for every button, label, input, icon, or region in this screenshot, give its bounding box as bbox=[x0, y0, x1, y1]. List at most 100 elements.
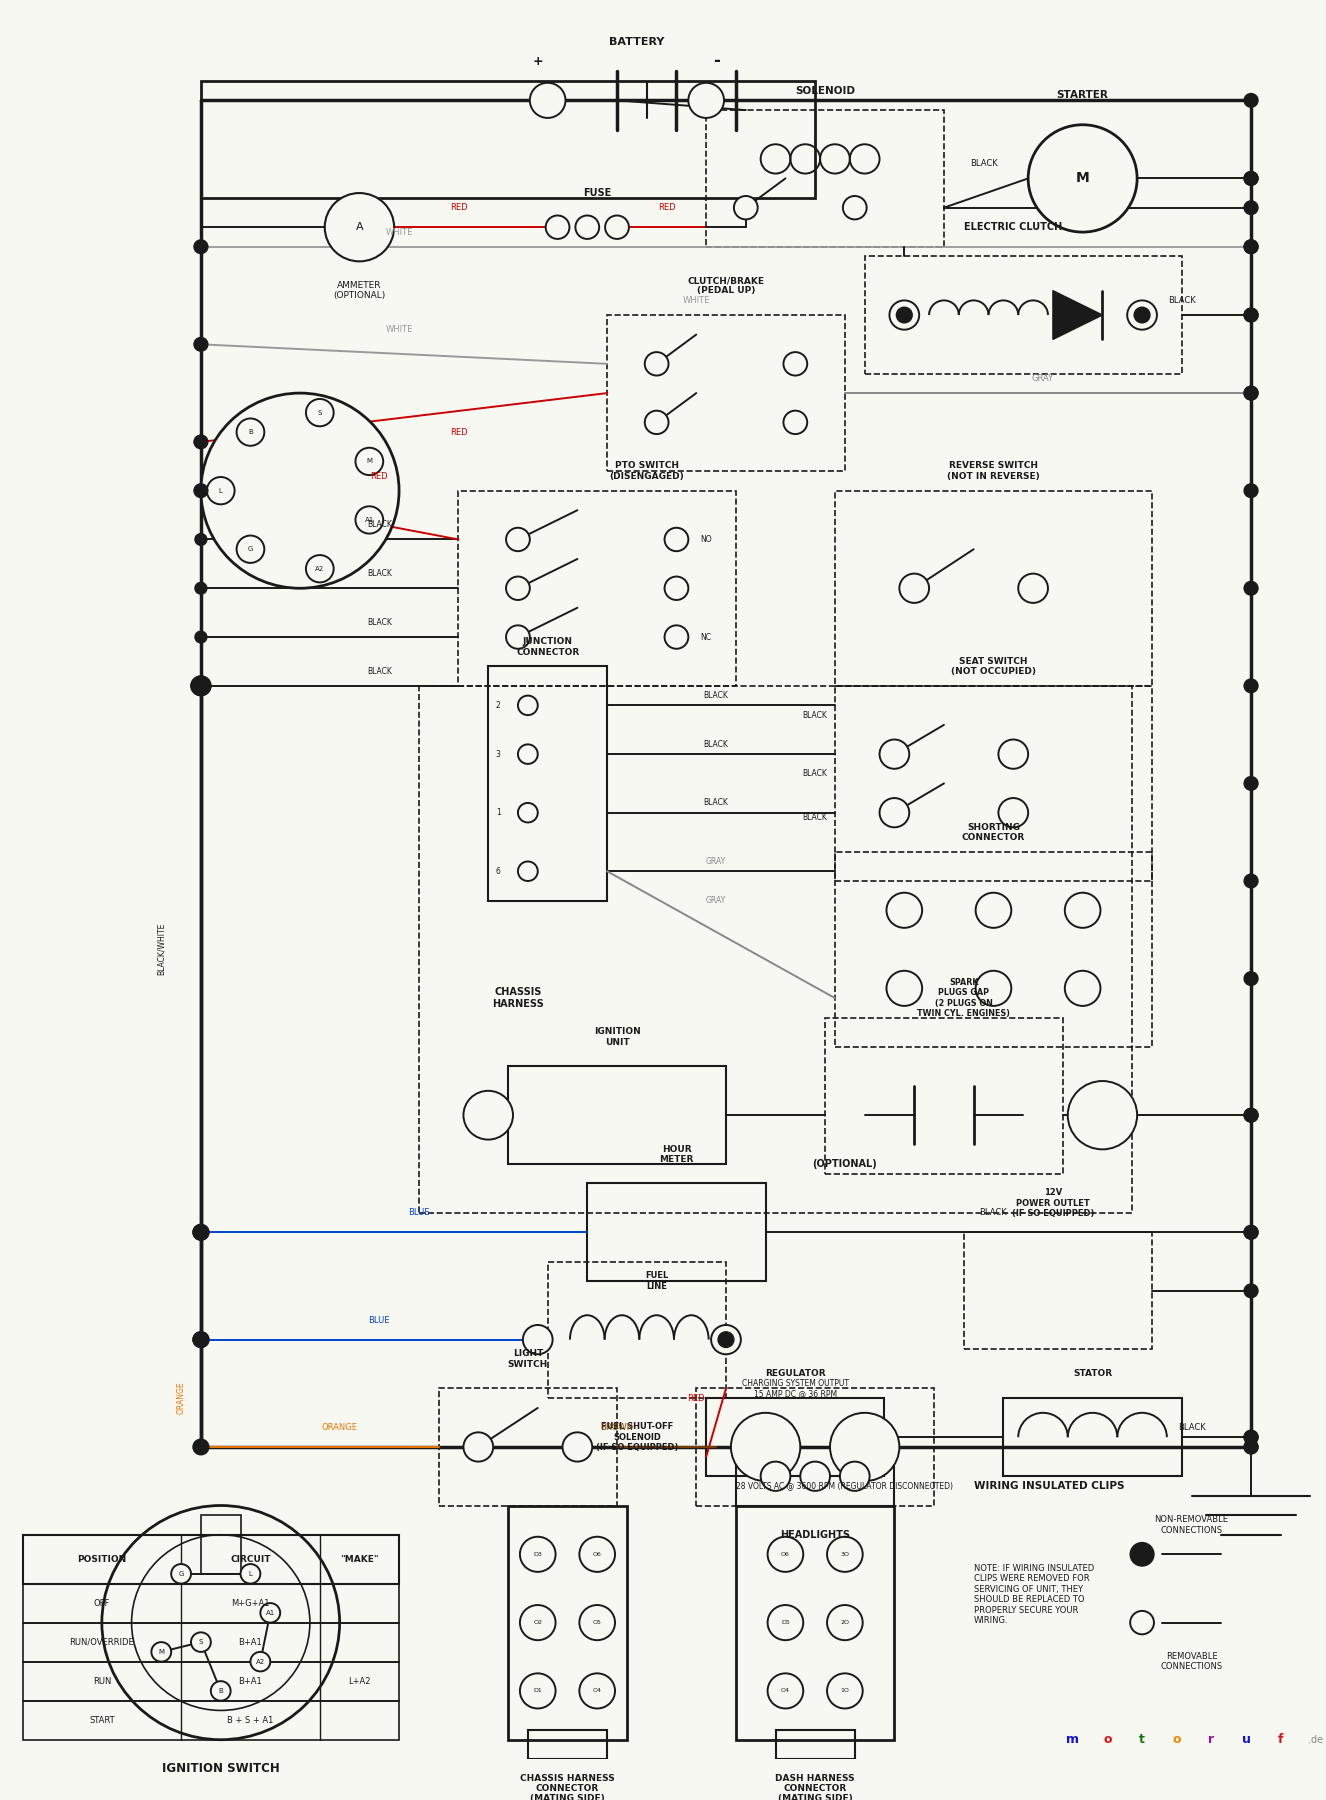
Circle shape bbox=[719, 1332, 733, 1348]
Text: 12V
POWER OUTLET
(IF SO EQUIPPED): 12V POWER OUTLET (IF SO EQUIPPED) bbox=[1012, 1188, 1094, 1219]
Circle shape bbox=[1244, 387, 1258, 400]
Text: B + S + A1: B + S + A1 bbox=[227, 1715, 273, 1724]
Text: FUEL
LINE: FUEL LINE bbox=[644, 1271, 668, 1291]
Circle shape bbox=[1244, 679, 1258, 693]
Circle shape bbox=[711, 1325, 741, 1354]
Circle shape bbox=[507, 527, 530, 551]
Bar bbox=[964, 1233, 1152, 1350]
Circle shape bbox=[896, 308, 912, 322]
Circle shape bbox=[1130, 1543, 1154, 1566]
Text: D3: D3 bbox=[533, 1552, 542, 1557]
Text: S: S bbox=[318, 410, 322, 416]
Text: BLACK: BLACK bbox=[1177, 1424, 1205, 1433]
Text: REVERSE SWITCH
(NOT IN REVERSE): REVERSE SWITCH (NOT IN REVERSE) bbox=[947, 461, 1040, 481]
Circle shape bbox=[664, 625, 688, 648]
Circle shape bbox=[194, 1332, 208, 1348]
Circle shape bbox=[579, 1537, 615, 1571]
Bar bbox=[459, 491, 736, 686]
Text: GRAY: GRAY bbox=[705, 857, 727, 866]
Circle shape bbox=[194, 1224, 208, 1240]
Polygon shape bbox=[1053, 290, 1102, 340]
Text: (OPTIONAL): (OPTIONAL) bbox=[813, 1159, 878, 1168]
Circle shape bbox=[191, 677, 211, 695]
Circle shape bbox=[530, 83, 565, 119]
Circle shape bbox=[976, 893, 1012, 927]
Circle shape bbox=[194, 337, 208, 351]
Bar bbox=[707, 1399, 884, 1476]
Text: t: t bbox=[1139, 1733, 1146, 1746]
Text: RED: RED bbox=[450, 428, 467, 437]
Bar bbox=[865, 256, 1181, 374]
Text: M+G+A1: M+G+A1 bbox=[231, 1598, 269, 1607]
Text: GRAY: GRAY bbox=[1032, 374, 1054, 383]
Circle shape bbox=[768, 1606, 804, 1640]
Bar bbox=[825, 1017, 1063, 1174]
Circle shape bbox=[579, 1674, 615, 1708]
Text: START: START bbox=[89, 1715, 114, 1724]
Text: -: - bbox=[712, 52, 720, 70]
Text: O6: O6 bbox=[593, 1552, 602, 1557]
Text: CLUTCH/BRAKE
(PEDAL UP): CLUTCH/BRAKE (PEDAL UP) bbox=[687, 275, 765, 295]
Text: SHORTING
CONNECTOR: SHORTING CONNECTOR bbox=[961, 823, 1025, 842]
Circle shape bbox=[325, 193, 394, 261]
Bar bbox=[439, 1388, 617, 1505]
Bar bbox=[776, 1730, 855, 1759]
Bar bbox=[1004, 1399, 1181, 1476]
Circle shape bbox=[1244, 484, 1258, 497]
Text: HEADLIGHTS: HEADLIGHTS bbox=[780, 1530, 850, 1539]
Text: G: G bbox=[248, 545, 253, 553]
Text: O5: O5 bbox=[593, 1620, 602, 1625]
Text: "MAKE": "MAKE" bbox=[339, 1555, 379, 1564]
Circle shape bbox=[518, 862, 538, 880]
Text: A1: A1 bbox=[365, 517, 374, 524]
Text: HOUR
METER: HOUR METER bbox=[659, 1145, 693, 1165]
Bar bbox=[23, 1622, 399, 1661]
Circle shape bbox=[843, 196, 867, 220]
Text: BLACK: BLACK bbox=[704, 740, 728, 749]
Bar bbox=[528, 1730, 607, 1759]
Circle shape bbox=[518, 745, 538, 763]
Text: BROWN: BROWN bbox=[601, 1424, 634, 1433]
Circle shape bbox=[1244, 1431, 1258, 1444]
Text: ORANGE: ORANGE bbox=[176, 1382, 186, 1415]
Circle shape bbox=[890, 301, 919, 329]
Circle shape bbox=[195, 583, 207, 594]
Text: POSITION: POSITION bbox=[77, 1555, 126, 1564]
Text: O4: O4 bbox=[593, 1688, 602, 1694]
Circle shape bbox=[1244, 776, 1258, 790]
Circle shape bbox=[761, 1462, 790, 1490]
Circle shape bbox=[1244, 308, 1258, 322]
Circle shape bbox=[194, 1440, 208, 1454]
Text: m: m bbox=[1066, 1733, 1079, 1746]
Circle shape bbox=[1244, 875, 1258, 887]
Circle shape bbox=[1244, 171, 1258, 185]
Bar bbox=[587, 1183, 765, 1282]
Text: u: u bbox=[1241, 1733, 1250, 1746]
Circle shape bbox=[194, 436, 208, 448]
Text: GRAY: GRAY bbox=[705, 896, 727, 905]
Circle shape bbox=[768, 1674, 804, 1708]
Text: o: o bbox=[1172, 1733, 1181, 1746]
Text: B: B bbox=[219, 1688, 223, 1694]
Text: .de: .de bbox=[1307, 1735, 1323, 1744]
Circle shape bbox=[306, 400, 334, 427]
Text: O4: O4 bbox=[781, 1688, 790, 1694]
Bar bbox=[707, 110, 944, 247]
Text: CHASSIS HARNESS
CONNECTOR
(MATING SIDE): CHASSIS HARNESS CONNECTOR (MATING SIDE) bbox=[520, 1773, 615, 1800]
Text: NC: NC bbox=[700, 632, 712, 641]
Circle shape bbox=[520, 1606, 556, 1640]
Circle shape bbox=[1244, 171, 1258, 185]
Circle shape bbox=[194, 484, 208, 497]
Text: 3: 3 bbox=[496, 749, 500, 758]
Text: FUEL SHUT-OFF
SOLENOID
(IF SO EQUIPPED): FUEL SHUT-OFF SOLENOID (IF SO EQUIPPED) bbox=[595, 1422, 678, 1453]
Text: BLACK: BLACK bbox=[980, 1208, 1008, 1217]
Text: A1: A1 bbox=[265, 1609, 274, 1616]
Text: BLACK: BLACK bbox=[969, 158, 997, 167]
Text: 28 VOLTS AC @ 3600 RPM (REGULATOR DISCONNECTED): 28 VOLTS AC @ 3600 RPM (REGULATOR DISCON… bbox=[736, 1481, 953, 1490]
Bar bbox=[202, 1516, 240, 1573]
Circle shape bbox=[522, 1325, 553, 1354]
Text: L: L bbox=[219, 488, 223, 493]
Text: DASH HARNESS
CONNECTOR
(MATING SIDE): DASH HARNESS CONNECTOR (MATING SIDE) bbox=[776, 1773, 855, 1800]
Text: PTO SWITCH
(DISENGAGED): PTO SWITCH (DISENGAGED) bbox=[610, 461, 684, 481]
Circle shape bbox=[1244, 239, 1258, 254]
